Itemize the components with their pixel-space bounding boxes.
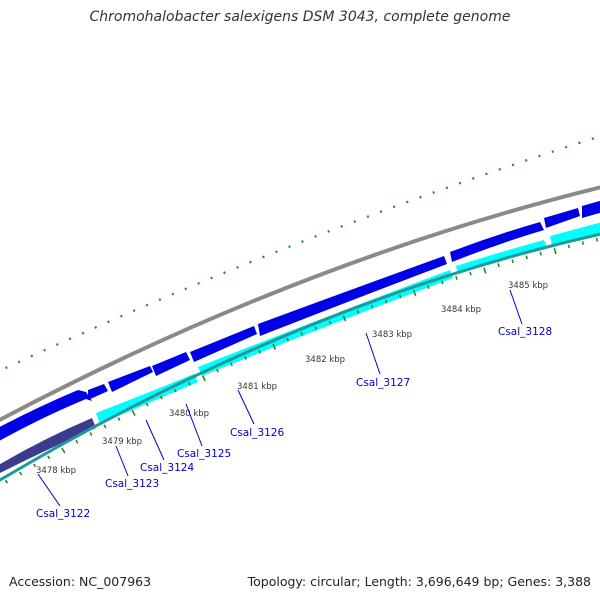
forward-gene-8 [544,208,580,228]
forward-gene-9 [582,200,600,218]
inner-tick [89,432,93,436]
gene-label-csal-3124[interactable]: Csal_3124 [140,462,194,474]
inner-tick [187,381,191,386]
forward-gene-1 [0,390,92,441]
forward-gene-7 [450,222,544,262]
tick-label-3479: 3479 kbp [102,437,142,447]
tick-label-3484: 3484 kbp [441,305,481,315]
gene-leader-lines [37,289,523,507]
inner-tick-marks [4,237,599,484]
inner-tick [384,299,388,304]
inner-tick [525,255,528,260]
reverse-gene-5 [550,222,600,246]
inner-tick [215,368,219,373]
inner-tick [33,463,37,468]
leader-csal-3122 [37,473,61,507]
forward-gene-4 [152,352,190,376]
inner-tick [497,263,500,268]
inner-tick [75,439,79,444]
inner-tick [455,275,458,280]
inner-tick [511,259,514,264]
gene-label-csal-3127[interactable]: Csal_3127 [356,377,410,389]
forward-gene-2 [88,384,108,400]
tick-label-3480: 3480 kbp [169,409,209,419]
leader-csal-3123 [115,445,129,477]
gene-label-csal-3128[interactable]: Csal_3128 [498,326,552,338]
inner-tick [201,375,206,382]
inner-tick [131,409,136,416]
inner-tick [427,285,430,289]
inner-tick [370,304,374,309]
leader-csal-3125 [185,403,203,447]
gene-label-csal-3122[interactable]: Csal_3122 [36,508,90,520]
inner-tick [483,267,487,274]
inner-tick [103,424,107,429]
map-title: Chromohalobacter salexigens DSM 3043, co… [89,9,511,25]
inner-tick [398,294,402,299]
inner-tick [412,289,417,296]
leader-csal-3124 [145,419,165,461]
topology-summary: Topology: circular; Length: 3,696,649 bp… [247,574,591,589]
inner-tick [286,337,290,342]
inner-tick [159,395,163,400]
forward-gene-5 [190,326,257,362]
reverse-gene-1 [0,418,96,473]
leader-csal-3128 [509,289,523,325]
inner-tick [595,237,599,242]
tick-label-3478: 3478 kbp [36,466,76,476]
inner-tick [553,248,557,255]
inner-tick [328,320,332,325]
inner-tick [230,362,233,367]
inner-tick [145,402,149,407]
inner-tick [539,251,542,256]
forward-gene-3 [108,366,153,392]
inner-tick [356,309,360,314]
inner-tick [173,388,177,393]
inner-tick [47,455,51,460]
inner-tick [441,280,444,285]
inner-tick [258,349,262,354]
outer-tick-ring [0,135,600,372]
gene-label-csal-3123[interactable]: Csal_3123 [105,478,159,490]
inner-tick [300,331,304,336]
tick-label-3485: 3485 kbp [508,281,548,291]
inner-tick [314,326,318,331]
inner-tick [19,471,23,476]
inner-tick [469,271,472,276]
leader-csal-3127 [365,332,381,375]
tick-label-3481: 3481 kbp [237,382,277,392]
leader-csal-3126 [237,389,255,425]
inner-tick [581,241,585,245]
accession-label: Accession: NC_007963 [9,574,152,589]
gene-label-csal-3126[interactable]: Csal_3126 [230,427,284,439]
inner-tick [567,244,571,249]
inner-tick [117,417,121,421]
tick-label-3483: 3483 kbp [372,330,412,340]
gene-label-csal-3125[interactable]: Csal_3125 [177,448,231,460]
inner-tick [4,479,9,484]
inner-tick [244,355,248,360]
inner-tick [272,343,277,350]
inner-tick [61,447,66,454]
inner-tick [342,315,347,322]
tick-label-3482: 3482 kbp [305,355,345,365]
backbone-ring [0,185,600,422]
forward-gene-6 [258,256,447,336]
inner-ring [0,232,600,482]
